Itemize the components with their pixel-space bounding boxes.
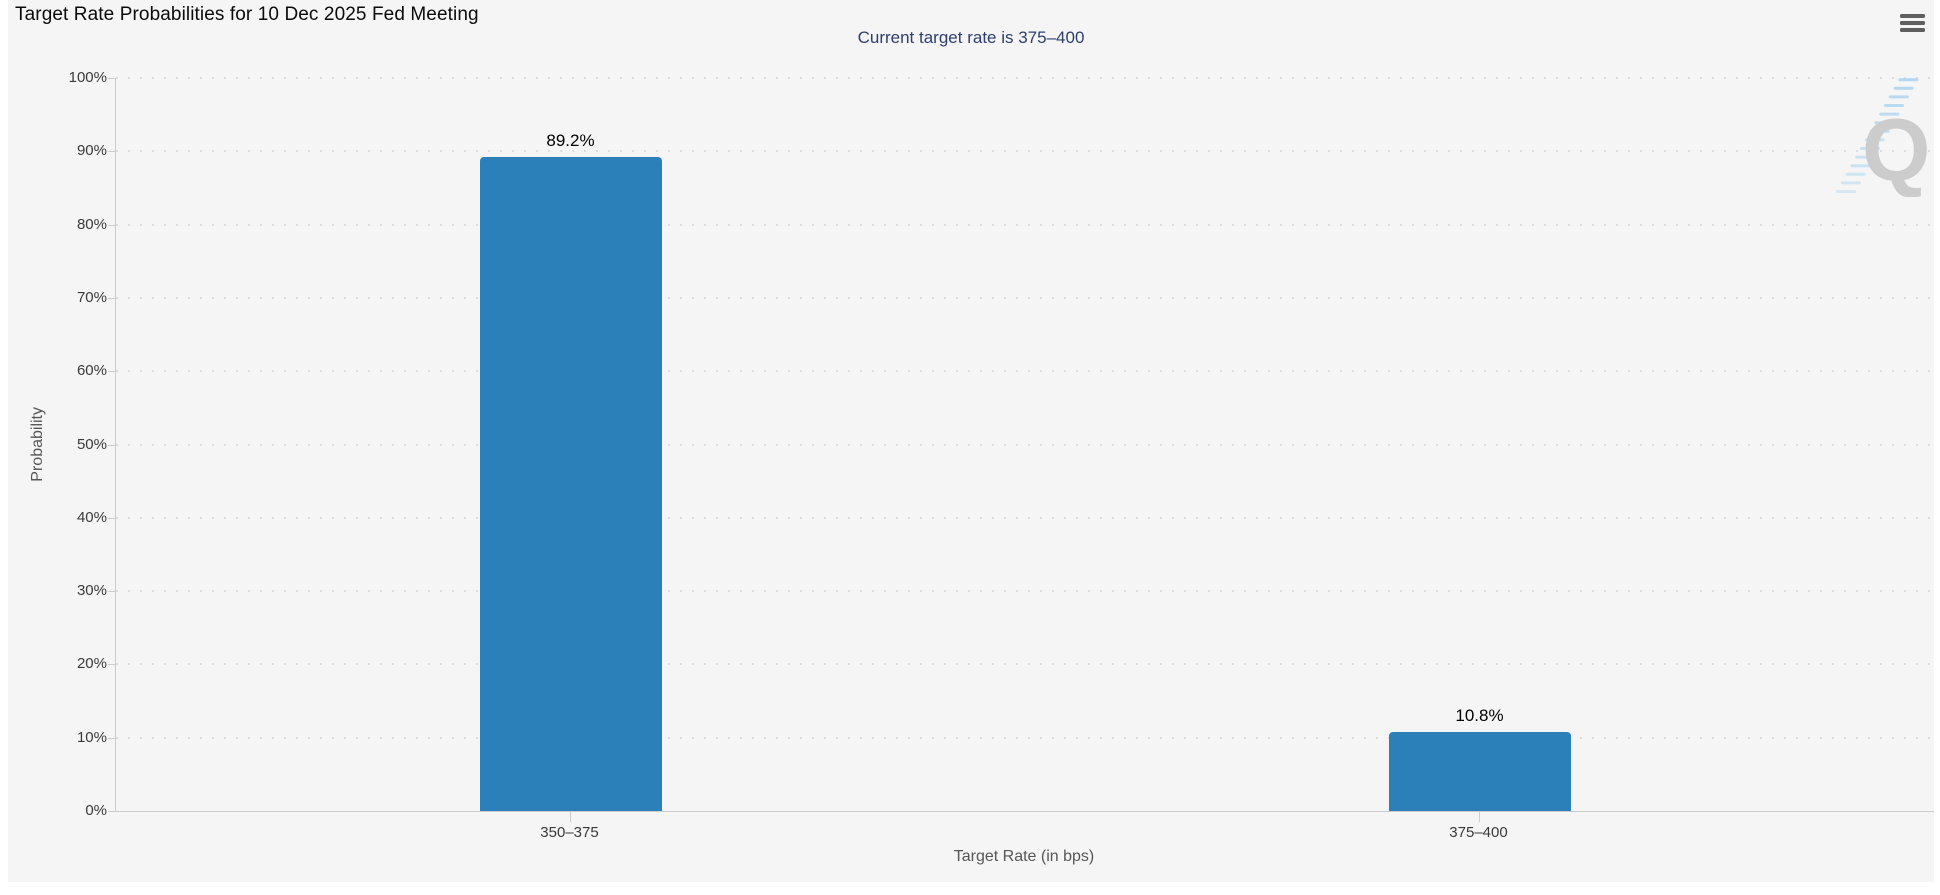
bar-375–400[interactable] [1388, 731, 1571, 811]
gridline [116, 370, 1934, 373]
y-axis-tick-label: 100% [68, 69, 107, 86]
y-axis-tick-label: 10% [76, 728, 107, 746]
x-axis-title: Target Rate (in bps) [953, 848, 1095, 865]
y-axis-tick [108, 664, 116, 666]
y-axis-tick-label: 50% [76, 435, 107, 453]
y-axis-tick-label: 40% [76, 508, 107, 526]
hamburger-menu-icon [1900, 14, 1925, 18]
gridline [116, 516, 1934, 519]
x-axis-tick [1478, 811, 1480, 822]
y-axis-tick [108, 224, 116, 226]
y-axis-tick-label: 80% [76, 215, 107, 233]
bar-350–375[interactable] [479, 157, 662, 811]
x-axis-tick [569, 811, 571, 822]
hamburger-menu-icon [1900, 21, 1925, 25]
y-axis-tick-label: 70% [76, 288, 107, 306]
gridline [116, 736, 1934, 739]
gridline [116, 150, 1934, 153]
gridline [116, 590, 1934, 593]
y-axis-tick-label: 30% [76, 582, 107, 600]
y-axis-tick-label: 60% [76, 362, 107, 380]
y-axis-tick [108, 78, 116, 79]
gridline [116, 663, 1934, 666]
bar-data-label: 10.8% [1455, 705, 1504, 725]
y-axis-tick [108, 811, 116, 812]
gridline [116, 223, 1934, 226]
plot-area: 89.2% 10.8% [115, 77, 1934, 812]
y-axis-tick-label: 0% [85, 802, 107, 819]
chart-context-menu-button[interactable] [1899, 11, 1926, 35]
y-axis-tick-label: 90% [76, 142, 107, 160]
hamburger-menu-icon [1900, 28, 1925, 32]
y-axis-tick [108, 517, 116, 519]
y-axis-tick [108, 297, 116, 299]
gridline [116, 77, 1934, 79]
y-axis-tick [108, 151, 116, 153]
y-axis-tick [108, 371, 116, 373]
x-axis-category-label: 375–400 [1449, 824, 1508, 841]
y-axis-tick [108, 444, 116, 446]
bar-data-label: 89.2% [546, 131, 595, 151]
chart-subtitle: Current target rate is 375–400 [857, 28, 1085, 47]
fed-meeting-probability-chart: Target Rate Probabilities for 10 Dec 202… [8, 0, 1934, 882]
chart-title: Target Rate Probabilities for 10 Dec 202… [15, 4, 479, 25]
gridline [116, 443, 1934, 446]
x-axis-category-label: 350–375 [540, 824, 599, 841]
y-axis-tick [108, 591, 116, 593]
y-axis-tick [108, 737, 116, 739]
gridline [116, 296, 1934, 299]
y-axis-tick-label: 20% [76, 655, 107, 673]
